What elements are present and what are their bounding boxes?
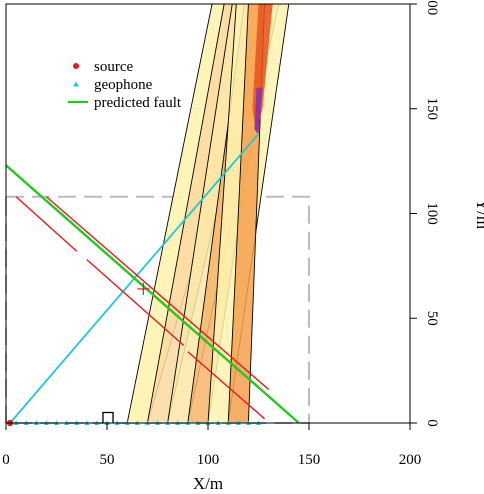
purple-region — [254, 87, 263, 134]
y-axis: 0 50 100 150 200 — [410, 0, 440, 427]
red-fault-segment-2 — [15, 196, 78, 252]
y-tick-label-2: 100 — [424, 202, 440, 225]
red-fault-segment-1 — [45, 196, 270, 391]
red-fault-segment-3 — [86, 259, 185, 347]
wedge-regions — [5, 3, 310, 424]
x-tick-label-2: 100 — [197, 452, 220, 468]
y-tick-label-3: 150 — [424, 98, 440, 121]
legend-geophone-swatch — [73, 81, 79, 87]
predicted-fault-line — [5, 164, 300, 424]
legend-source-swatch — [73, 63, 79, 69]
legend: source geophone predicted fault — [68, 59, 182, 111]
x-tick-label-4: 200 — [399, 452, 422, 468]
x-tick-label-1: 50 — [100, 452, 115, 468]
y-tick-label-0: 0 — [424, 419, 440, 427]
x-axis-label: X/m — [193, 474, 223, 493]
y-axis-label: Y/m — [473, 199, 484, 229]
y-tick-label-4: 200 — [424, 0, 440, 15]
small-rect — [102, 411, 114, 423]
y-tick-label-1: 50 — [424, 311, 440, 326]
x-tick-label-3: 150 — [298, 452, 321, 468]
red-fault-segment-4 — [187, 351, 266, 420]
legend-label-1: source — [94, 59, 133, 75]
x-axis: 0 50 100 150 200 — [2, 423, 421, 468]
legend-label-3: predicted fault — [94, 95, 182, 111]
legend-label-2: geophone — [94, 77, 153, 93]
x-tick-label-0: 0 — [2, 452, 10, 468]
